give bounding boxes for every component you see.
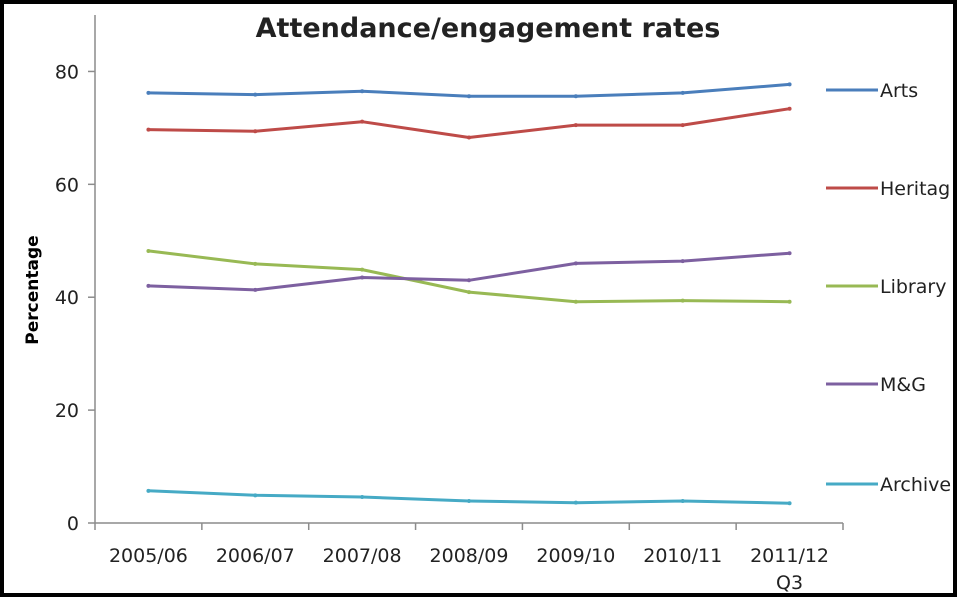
data-point	[680, 298, 685, 303]
data-point	[467, 278, 471, 283]
data-point	[146, 488, 151, 493]
data-point	[573, 123, 578, 128]
data-point	[573, 94, 578, 99]
legend-label: M&G	[880, 374, 926, 396]
data-point	[680, 498, 685, 503]
data-point	[787, 82, 792, 87]
y-tick-label: 60	[55, 174, 79, 196]
legend: Arts Heritag Library M&G Archive	[826, 80, 951, 496]
data-point	[573, 299, 578, 304]
data-point	[680, 90, 685, 95]
x-tick-label: 2005/06	[109, 545, 188, 567]
data-point	[146, 90, 151, 95]
data-point	[360, 89, 365, 94]
legend-label: Archive	[880, 474, 951, 496]
data-point	[360, 267, 365, 272]
data-point	[787, 106, 792, 111]
legend-label: Library	[880, 276, 946, 298]
y-axis-label: Percentage	[23, 235, 43, 344]
data-point	[680, 259, 685, 264]
data-point	[787, 501, 792, 506]
x-tick-label: 2010/11	[643, 545, 722, 567]
data-point	[573, 261, 578, 266]
x-axis-ticks: 2005/06 2006/07 2007/08 2008/09 2009/10 2010/…	[94, 523, 844, 594]
data-point	[360, 495, 365, 500]
data-point	[146, 248, 151, 253]
data-point	[253, 129, 258, 134]
x-tick-label: 2006/07	[216, 545, 295, 567]
data-point	[146, 127, 151, 132]
y-tick-label: 80	[55, 61, 79, 83]
data-point	[146, 283, 151, 288]
y-axis-ticks: 0 20 40 60 80	[55, 61, 95, 535]
data-point	[360, 119, 365, 124]
data-point	[467, 290, 471, 295]
legend-label: Arts	[880, 80, 918, 102]
x-tick-label: 2009/10	[536, 545, 615, 567]
x-tick-label: 2008/09	[430, 545, 509, 567]
x-tick-label: 2007/08	[323, 545, 402, 567]
data-point	[467, 498, 471, 503]
data-point	[253, 287, 258, 292]
chart-title: Attendance/engagement rates	[256, 13, 721, 44]
x-tick-label: Q3	[776, 572, 803, 594]
x-tick-label: 2011/12	[750, 545, 829, 567]
data-point	[253, 261, 258, 266]
data-point	[787, 299, 792, 304]
data-point	[467, 135, 471, 140]
data-point	[253, 92, 258, 97]
legend-label: Heritag	[880, 178, 950, 200]
y-tick-label: 40	[55, 287, 79, 309]
data-point	[573, 500, 578, 505]
series-layer	[146, 82, 792, 506]
data-point	[467, 94, 471, 99]
data-point	[360, 275, 365, 280]
y-tick-label: 0	[67, 513, 79, 535]
y-tick-label: 20	[55, 400, 79, 422]
data-point	[787, 251, 792, 256]
data-point	[253, 493, 258, 498]
data-point	[680, 123, 685, 128]
